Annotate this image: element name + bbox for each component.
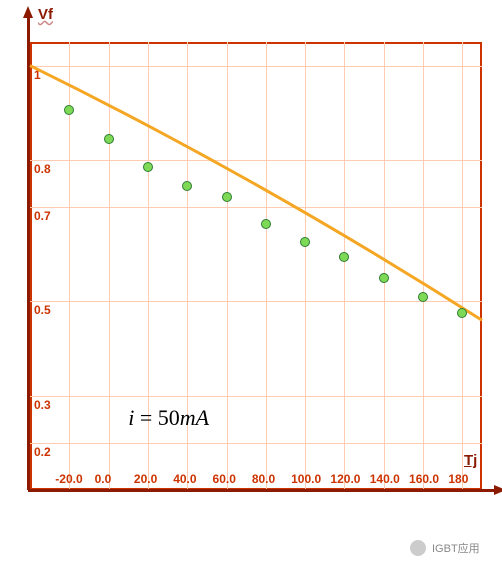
data-point [64,105,74,115]
data-point [339,252,349,262]
data-point [182,181,192,191]
data-point [418,292,428,302]
data-point [457,308,467,318]
data-point [261,219,271,229]
branding-label: IGBT应用 [432,540,480,556]
data-point [104,134,114,144]
data-point [379,273,389,283]
annotation-var: i [128,405,134,430]
data-point [143,162,153,172]
wechat-icon [410,540,426,556]
annotation-current: i = 50mA [128,405,209,431]
data-point [300,237,310,247]
fit-curve [0,0,502,564]
annotation-unit: mA [180,405,209,430]
branding: IGBT应用 [410,540,480,556]
annotation-val: = 50 [140,405,180,430]
data-point [222,192,232,202]
